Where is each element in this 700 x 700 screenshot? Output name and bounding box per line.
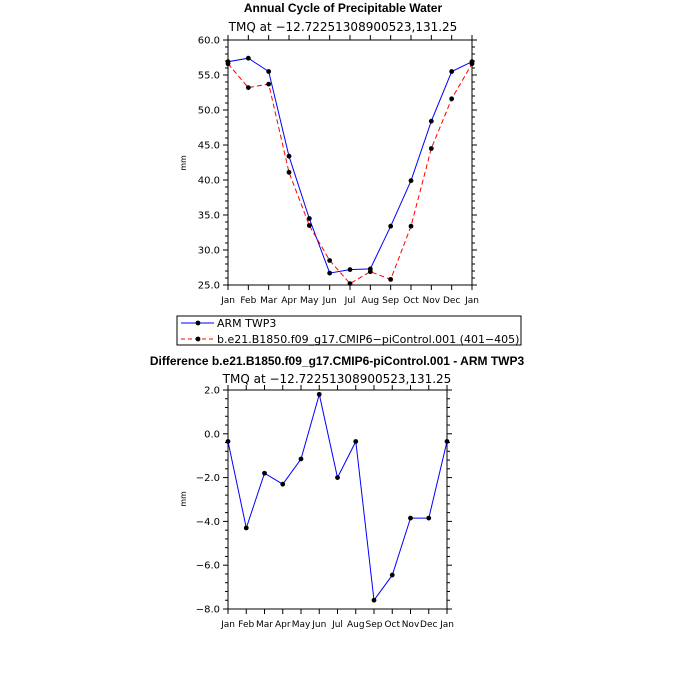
chart-1-ytick-label: 35.0 <box>198 211 220 222</box>
chart-1-ytick-label: 45.0 <box>198 141 220 152</box>
chart-1-series-1-point <box>245 85 251 90</box>
legend-label-arm: ARM TWP3 <box>217 317 276 330</box>
chart-1-xtick-label: Aug <box>362 296 380 306</box>
chart-1-xtick-label: Jul <box>344 296 356 306</box>
chart-1-series-1-point <box>306 223 312 228</box>
chart-1-series-0-point <box>286 153 292 159</box>
chart-1-series-1-point <box>408 223 414 229</box>
chart-2-title: Difference b.e21.B1850.f09_g17.CMIP6-piC… <box>150 354 525 368</box>
chart-2-ytick-label: −2.0 <box>196 473 220 484</box>
chart-2-ytick-label: −8.0 <box>196 605 220 616</box>
chart-2-series-0-point <box>280 481 286 487</box>
chart-1-ytick-label: 25.0 <box>198 281 220 292</box>
chart-1-series-0-point <box>347 267 353 272</box>
chart-1-frame <box>227 39 473 286</box>
chart-2-xtick-label: Sep <box>366 620 383 630</box>
chart-2-series-0-point <box>444 439 450 444</box>
chart-1-xtick-label: Feb <box>240 296 256 306</box>
chart-2-ylabel: mm <box>179 491 188 507</box>
chart-1-ytick-label: 55.0 <box>198 71 220 82</box>
legend-label-model: b.e21.B1850.f09_g17.CMIP6−piControl.001 … <box>217 333 519 346</box>
chart-2-ytick-label: −6.0 <box>196 561 220 572</box>
chart-2-xtick-label: Dec <box>420 620 437 630</box>
legend-marker-model <box>195 336 201 342</box>
chart-1-ytick-label: 60.0 <box>198 36 220 47</box>
chart-2-xtick-label: Mar <box>256 620 273 630</box>
chart-1-xtick-label: Mar <box>260 296 277 306</box>
chart-2-series-0-point <box>408 515 413 521</box>
chart-1-ytick-label: 30.0 <box>198 246 220 257</box>
chart-2-series-0-point <box>316 391 322 397</box>
chart-1-series-1-point <box>428 146 434 151</box>
chart-2-xtick-label: Jan <box>220 620 235 630</box>
chart-2-xtick-label: Aug <box>347 620 365 630</box>
chart-1-series-1-point <box>469 61 475 67</box>
chart-2-xtick-label: Apr <box>275 620 291 630</box>
chart-2-xtick-label: Feb <box>238 620 254 630</box>
chart-2-series-0-point <box>335 475 340 480</box>
chart-1-xtick-label: Oct <box>403 296 419 306</box>
chart-1-series-1-point <box>286 169 292 175</box>
chart-1-xtick-label: Nov <box>423 296 441 306</box>
chart-1-series-0-point <box>327 270 333 276</box>
chart-1-series-1-line <box>227 63 473 285</box>
chart-2-series-0-point <box>371 597 377 603</box>
chart-2-ytick-label: 2.0 <box>204 386 220 397</box>
chart-1-series-0-point <box>245 55 251 61</box>
chart-1-xtick-label: Sep <box>382 296 399 306</box>
chart-1-title: Annual Cycle of Precipitable Water <box>244 1 443 15</box>
chart-1-series-1-point <box>266 81 272 87</box>
chart-2-series-0-line <box>227 394 448 602</box>
chart-1-series-0-point <box>428 118 434 124</box>
chart-1-series-1-point <box>347 281 353 286</box>
chart-2-xtick-label: Nov <box>402 620 420 630</box>
chart-2-xtick-label: Jun <box>311 620 326 630</box>
chart-1-series-1-point <box>225 61 231 67</box>
chart-1-plot: 25.0 30.0 35.0 40.0 45.0 50.0 55.0 60.0 Jan Feb Ma… <box>198 35 479 306</box>
chart-1-series-0-point <box>449 69 455 74</box>
chart-2-xtick-label: Oct <box>384 620 400 630</box>
chart-1-series-1-point <box>327 258 333 263</box>
chart-1-xtick-label: Jan <box>220 296 235 306</box>
chart-1-series-0-point <box>388 223 394 229</box>
chart-2-series-0-point <box>389 572 395 578</box>
chart-1-series-0-point <box>408 178 414 184</box>
chart-1-xtick-label: Jan <box>464 296 479 306</box>
chart-2-series-0-point <box>353 439 359 444</box>
chart-2-series-0-point <box>426 515 432 521</box>
chart-1-xtick-label: Apr <box>281 296 297 306</box>
chart-1-ylabel: mm <box>179 155 188 171</box>
chart-1-series-1-point <box>449 96 455 102</box>
chart-1-subtitle: TMQ at −12.72251308900523,131.25 <box>228 20 458 34</box>
chart-2-ytick-label: 0.0 <box>204 429 220 440</box>
chart-1-xtick-label: Dec <box>443 296 460 306</box>
chart-1-series-1-point <box>388 277 394 282</box>
chart-2-frame <box>227 389 448 610</box>
chart-2-xtick-label: Jan <box>439 620 454 630</box>
chart-2-series-0-point <box>243 525 249 531</box>
chart-2-series-0-point <box>298 456 304 462</box>
chart-1-series-0-point <box>266 69 272 74</box>
chart-1-series-0-line <box>227 57 473 274</box>
chart-1-xtick-label: May <box>300 296 319 306</box>
chart-1-ytick-label: 50.0 <box>198 106 220 117</box>
chart-2-ytick-label: −4.0 <box>196 517 220 528</box>
legend-marker-arm <box>195 320 201 326</box>
chart-2-xtick-label: May <box>292 620 311 630</box>
chart-2-series-0-point <box>262 470 267 476</box>
chart-1-series-1-point <box>367 269 373 275</box>
chart-1-series-0-point <box>306 216 312 221</box>
chart-2-xtick-label: Jul <box>331 620 343 630</box>
chart-2-subtitle: TMQ at −12.72251308900523,131.25 <box>222 372 452 386</box>
chart-1-ytick-label: 40.0 <box>198 176 220 187</box>
chart-2-series-0-point <box>225 439 231 444</box>
chart-1-legend: ARM TWP3 b.e21.B1850.f09_g17.CMIP6−piCon… <box>176 315 522 346</box>
legend-box <box>176 315 522 346</box>
chart-1-xtick-label: Jun <box>322 296 337 306</box>
